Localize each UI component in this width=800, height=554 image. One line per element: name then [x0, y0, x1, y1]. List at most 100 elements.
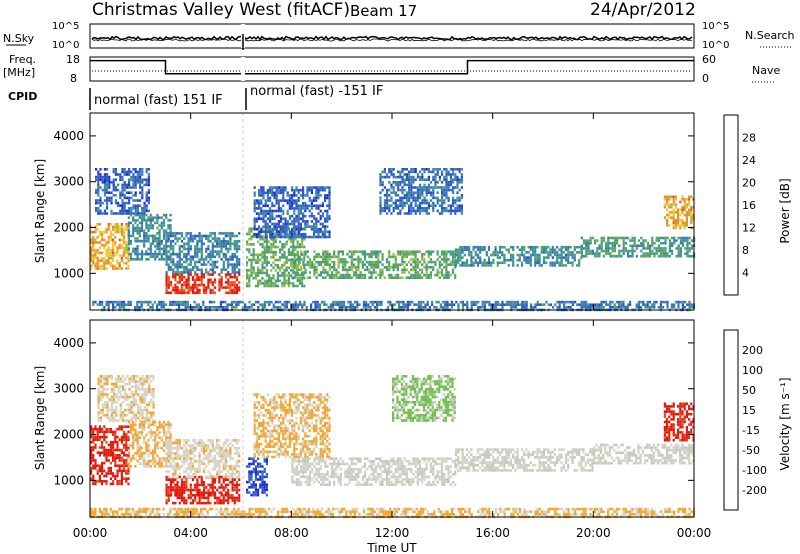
heatmap-cell	[631, 247, 634, 250]
heatmap-cell	[167, 291, 170, 295]
heatmap-cell	[128, 382, 131, 386]
heatmap-cell	[674, 205, 677, 209]
heatmap-cell	[154, 255, 157, 258]
heatmap-cell	[141, 168, 144, 171]
heatmap-cell	[629, 254, 632, 258]
heatmap-cell	[120, 233, 123, 236]
heatmap-cell	[434, 178, 437, 181]
heatmap-cell	[167, 265, 170, 269]
heatmap-cell	[228, 303, 231, 306]
heatmap-cell	[107, 467, 110, 470]
heatmap-cell	[663, 198, 666, 201]
heatmap-cell	[589, 236, 592, 240]
heatmap-cell	[297, 191, 300, 195]
heatmap-cell	[145, 258, 148, 261]
heatmap-cell	[94, 464, 97, 467]
heatmap-cell	[96, 223, 99, 226]
heatmap-cell	[125, 201, 128, 205]
heatmap-cell	[385, 266, 389, 269]
heatmap-cell	[141, 411, 144, 414]
heatmap-cell	[189, 255, 192, 259]
heatmap-cell	[185, 247, 188, 251]
heatmap-cell	[279, 274, 282, 277]
heatmap-cell	[147, 226, 150, 230]
heatmap-cell	[686, 244, 689, 248]
heatmap-cell	[165, 273, 168, 276]
heatmap-cell	[642, 300, 645, 304]
heatmap-cell	[178, 303, 181, 306]
heatmap-cell	[241, 300, 244, 304]
heatmap-cell	[94, 262, 97, 265]
heatmap-cell	[107, 469, 110, 473]
plot-title: Christmas Valley West (fitACF)	[92, 0, 350, 20]
heatmap-cell	[427, 175, 430, 179]
heatmap-cell	[98, 477, 101, 480]
heatmap-cell	[662, 254, 665, 258]
heatmap-cell	[551, 245, 554, 249]
heatmap-cell	[551, 251, 554, 254]
heatmap-cell	[274, 245, 277, 249]
heatmap-cell	[105, 259, 108, 262]
heatmap-cell	[386, 201, 389, 205]
heatmap-cell	[388, 260, 391, 264]
heatmap-cell	[119, 191, 122, 194]
heatmap-cell	[213, 265, 217, 269]
heatmap-cell	[94, 249, 97, 252]
heatmap-cell	[556, 251, 559, 254]
heatmap-cell	[258, 233, 261, 236]
heatmap-cell	[139, 408, 142, 412]
heatmap-cell	[367, 303, 370, 306]
heatmap-cell	[294, 237, 297, 241]
heatmap-cell	[388, 255, 391, 259]
heatmap-cell	[575, 251, 579, 254]
heatmap-cell	[110, 403, 113, 407]
heatmap-cell	[677, 221, 680, 225]
heatmap-cell	[281, 282, 284, 285]
heatmap-cell	[123, 251, 126, 255]
heatmap-cell	[200, 242, 203, 246]
heatmap-cell	[564, 256, 568, 259]
heatmap-cell	[618, 249, 621, 253]
heatmap-cell	[456, 196, 459, 200]
heatmap-cell	[425, 209, 428, 213]
heatmap-cell	[107, 306, 110, 309]
heatmap-cell	[567, 251, 570, 254]
heatmap-cell	[229, 286, 232, 289]
heatmap-cell	[510, 300, 513, 304]
heatmap-cell	[370, 253, 373, 256]
heatmap-cell	[440, 268, 444, 272]
heatmap-cell	[299, 194, 302, 197]
heatmap-cell	[160, 247, 163, 251]
heatmap-cell	[408, 212, 411, 215]
heatmap-cell	[461, 306, 464, 309]
heatmap-cell	[635, 306, 638, 309]
heatmap-cell	[147, 209, 150, 213]
heatmap-cell	[308, 199, 311, 202]
heatmap-cell	[233, 265, 236, 269]
heatmap-cell	[137, 393, 140, 396]
heatmap-cell	[121, 194, 124, 197]
heatmap-cell	[114, 433, 117, 436]
heatmap-cell	[683, 208, 686, 212]
heatmap-cell	[388, 181, 391, 184]
heatmap-cell	[114, 267, 117, 270]
heatmap-cell	[268, 276, 271, 280]
heatmap-cell	[172, 273, 175, 276]
heatmap-cell	[200, 245, 203, 248]
heatmap-cell	[287, 237, 290, 241]
heatmap-cell	[235, 303, 238, 306]
heatmap-cell	[425, 207, 428, 210]
heatmap-cell	[102, 403, 105, 407]
heatmap-cell	[149, 242, 152, 245]
heatmap-cell	[622, 241, 625, 245]
heatmap-cell	[116, 251, 119, 255]
heatmap-cell	[560, 256, 563, 259]
heatmap-cell	[174, 286, 177, 289]
heatmap-cell	[196, 239, 199, 243]
heatmap-cell	[273, 225, 276, 228]
heatmap-cell	[675, 254, 678, 258]
heatmap-cell	[425, 186, 428, 189]
heatmap-cell	[138, 306, 141, 309]
heatmap-cell	[129, 423, 133, 426]
heatmap-cell	[310, 225, 313, 228]
